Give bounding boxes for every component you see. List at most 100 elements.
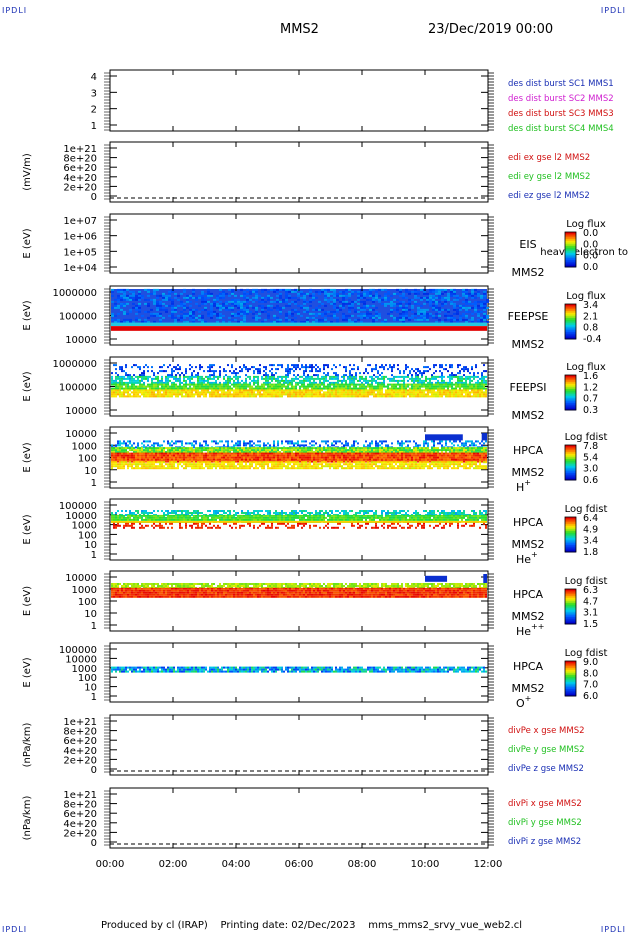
spectrogram-cell [405, 296, 408, 299]
spectrogram-cell [215, 452, 217, 455]
spectrogram-cell [403, 383, 405, 386]
spectrogram-cell [313, 377, 315, 380]
spectrogram-cell [219, 316, 222, 319]
spectrogram-cell [277, 449, 279, 452]
spectrogram-cell [366, 312, 369, 315]
spectrogram-cell [264, 296, 267, 299]
spectrogram-cell [237, 304, 240, 307]
spectrogram-cell [267, 379, 269, 382]
spectrogram-cell [315, 442, 317, 445]
spectrogram-cell [415, 379, 417, 382]
spectrogram-cell [405, 440, 407, 443]
spectrogram-cell [261, 456, 263, 459]
spectrogram-cell [483, 385, 485, 388]
spectrogram-cell [343, 377, 345, 380]
spectrogram-cell [357, 393, 359, 396]
spectrogram-cell [203, 447, 205, 450]
spectrogram-cell [149, 383, 151, 386]
spectrogram-cell [227, 449, 229, 452]
spectrogram-cell [121, 447, 123, 450]
spectrogram-cell [231, 312, 234, 315]
spectrogram-cell [465, 310, 468, 313]
spectrogram-cell [444, 302, 447, 305]
spectrogram-cell [365, 381, 367, 384]
spectrogram-cell [427, 391, 429, 394]
spectrogram-cell [163, 370, 165, 373]
spectrogram-cell [132, 296, 135, 299]
spectrogram-cell [351, 302, 354, 305]
spectrogram-cell [429, 383, 431, 386]
spectrogram-cell [192, 316, 195, 319]
spectrogram-cell [259, 385, 261, 388]
spectrogram-cell [333, 372, 335, 375]
spectrogram-cell [167, 377, 169, 380]
spectrogram-cell [371, 442, 373, 445]
colorbar-cell [565, 383, 576, 386]
spectrogram-cell [321, 314, 324, 317]
spectrogram-cell [120, 294, 123, 297]
spectrogram-cell [427, 451, 429, 454]
spectrogram-cell [465, 292, 468, 295]
spectrogram-cell [137, 452, 139, 455]
spectrogram-cell [137, 393, 139, 396]
spectrogram-cell [367, 444, 369, 447]
spectrogram-cell [259, 391, 261, 394]
spectrogram-cell [443, 375, 445, 378]
colorbar-cell [565, 394, 576, 397]
spectrogram-cell [267, 381, 269, 384]
spectrogram-cell [467, 393, 469, 396]
spectrogram-cell [385, 393, 387, 396]
spectrogram-cell [408, 316, 411, 319]
spectrogram-cell [150, 298, 153, 301]
spectrogram-cell [123, 389, 125, 392]
spectrogram-cell [313, 451, 315, 454]
spectrogram-cell [293, 442, 295, 445]
spectrogram-cell [199, 381, 201, 384]
spectrogram-cell [161, 377, 163, 380]
spectrogram-cell [421, 391, 423, 394]
spectrogram-cell [129, 298, 132, 301]
spectrogram-cell [175, 452, 177, 455]
spectrogram-cell [195, 440, 197, 443]
spectrogram-cell [151, 387, 153, 390]
spectrogram-cell [301, 364, 303, 367]
spectrogram-cell [479, 442, 481, 445]
spectrogram-cell [483, 383, 485, 386]
spectrogram-cell [211, 449, 213, 452]
spectrogram-cell [402, 312, 405, 315]
spectrogram-cell [375, 294, 378, 297]
colorbar-cell [565, 256, 576, 259]
spectrogram-cell [197, 387, 199, 390]
spectrogram-cell [282, 298, 285, 301]
spectrogram-cell [187, 375, 189, 378]
spectrogram-cell [315, 296, 318, 299]
spectrogram-cell [343, 385, 345, 388]
spectrogram-cell [357, 379, 359, 382]
spectrogram-cell [397, 368, 399, 371]
spectrogram-cell [156, 306, 159, 309]
spectrogram-cell [347, 391, 349, 394]
spectrogram-cell [441, 374, 443, 377]
spectrogram-cell [301, 391, 303, 394]
spectrogram-cell [281, 442, 283, 445]
spectrogram-cell [153, 447, 155, 450]
spectrogram-cell [377, 393, 379, 396]
spectrogram-cell [111, 314, 114, 317]
spectrogram-cell [353, 451, 355, 454]
spectrogram-cell [477, 387, 479, 390]
spectrogram-cell [465, 440, 467, 443]
spectrogram-cell [438, 292, 441, 295]
spectrogram-cell [402, 320, 405, 323]
spectrogram-cell [295, 393, 297, 396]
spectrogram-cell [114, 306, 117, 309]
spectrogram-cell [255, 308, 258, 311]
spectrogram-cell [173, 389, 175, 392]
spacecraft-label: MMS2 [512, 466, 545, 479]
spectrogram-cell [245, 385, 247, 388]
spectrogram-cell [241, 385, 243, 388]
spectrogram-cell [163, 449, 165, 452]
spectrogram-cell [397, 387, 399, 390]
spectrogram-cell [359, 391, 361, 394]
spectrogram-cell [243, 452, 245, 455]
spectrogram-cell [360, 312, 363, 315]
